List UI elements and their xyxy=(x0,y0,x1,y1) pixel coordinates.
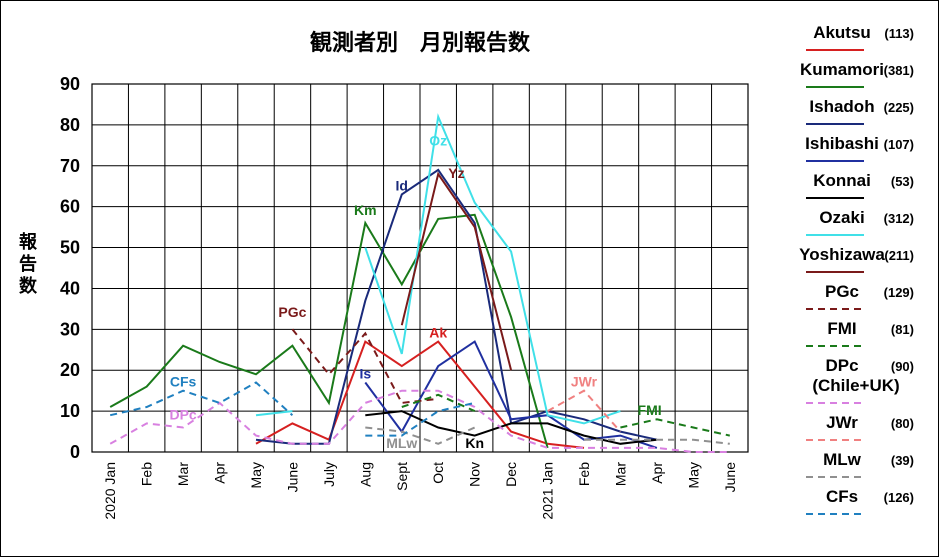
series-line-yoshizawa xyxy=(400,171,513,371)
legend-entry-name: Kumamori xyxy=(800,60,884,79)
legend-entry-name: FMI xyxy=(827,319,856,338)
series-annotation: PGc xyxy=(278,304,306,320)
series-line-cfs xyxy=(365,401,475,437)
series-line-mlw xyxy=(365,426,476,445)
series-lines xyxy=(109,113,731,453)
legend-entry-name: DPc xyxy=(825,356,858,375)
legend-entry-name: Ozaki xyxy=(819,208,864,227)
x-tick-label: Nov xyxy=(467,462,483,487)
series-annotation: Kn xyxy=(465,435,484,451)
series-annotation: Id xyxy=(396,177,408,193)
series-line-konnai xyxy=(365,410,658,445)
series-annotation: Ak xyxy=(429,325,447,341)
series-line-cfs xyxy=(109,381,294,417)
y-axis-label-char: 報 xyxy=(19,231,38,253)
x-tick-label: Apr xyxy=(649,462,665,484)
legend-entry-name: JWr xyxy=(826,413,858,432)
y-tick-label: 90 xyxy=(60,74,80,94)
legend-entry-count: (225) xyxy=(884,100,914,115)
x-tick-label: Feb xyxy=(139,462,155,486)
series-line-ozaki xyxy=(364,113,621,425)
legend-entry-count: (211) xyxy=(884,248,914,263)
series-annotation: DPc xyxy=(169,406,196,422)
series-line-fmi xyxy=(401,393,476,413)
legend-entry-name: Ishibashi xyxy=(805,134,879,153)
y-tick-label: 70 xyxy=(60,156,80,176)
legend: Akutsu (113) Kumamori (381) Ishadoh (225) Ishi… xyxy=(799,23,914,515)
plot-grid xyxy=(91,83,749,453)
legend-entry-count: (53) xyxy=(891,174,914,189)
y-tick-label: 60 xyxy=(60,197,80,217)
legend-entry-count: (129) xyxy=(884,285,914,300)
y-tick-label: 10 xyxy=(60,401,80,421)
x-tick-label: Aug xyxy=(357,462,373,487)
legend-entry-count: (126) xyxy=(884,490,914,505)
series-line-ozaki xyxy=(255,410,293,417)
series-annotation: Oz xyxy=(429,132,447,148)
x-tick-label: June xyxy=(722,462,738,493)
series-line-ishibashi xyxy=(364,340,658,449)
series-annotation: FMI xyxy=(638,402,662,418)
x-tick-label: Dec xyxy=(503,462,519,487)
legend-entry-name: Ishadoh xyxy=(809,97,874,116)
x-tick-label: Sept xyxy=(394,462,410,491)
chart-title: 観測者別 月別報告数 xyxy=(310,30,531,56)
x-axis-ticks: 2020 Jan Feb Mar Apr May June July Aug Sept Oct No… xyxy=(102,462,738,520)
series-line-akutsu xyxy=(255,340,585,449)
y-tick-label: 40 xyxy=(60,278,80,298)
legend-entry-name: Yoshizawa xyxy=(799,245,885,264)
legend-entry-name: CFs xyxy=(826,487,858,506)
series-annotation: JWr xyxy=(571,374,598,390)
x-tick-label: July xyxy=(321,462,337,487)
y-axis-label-char: 数 xyxy=(19,275,38,297)
legend-entry-count: (39) xyxy=(891,453,914,468)
x-tick-label: Apr xyxy=(212,462,228,484)
series-annotation: CFs xyxy=(170,374,197,390)
legend-entry-name: MLw xyxy=(823,450,862,469)
y-tick-label: 50 xyxy=(60,238,80,258)
series-annotation: Km xyxy=(354,202,377,218)
y-axis-label-char: 告 xyxy=(19,253,37,275)
y-axis-label: 報告数 xyxy=(19,231,38,297)
legend-entry-count: (107) xyxy=(884,137,914,152)
x-tick-label: Mar xyxy=(175,462,191,486)
y-axis-ticks: 0 10 20 30 40 50 60 70 80 90 xyxy=(60,74,80,462)
y-tick-label: 20 xyxy=(60,360,80,380)
series-line-fmi xyxy=(620,418,731,437)
series-line-mlw xyxy=(584,438,730,445)
series-line-jwr xyxy=(547,389,622,433)
x-tick-label: May xyxy=(685,462,701,488)
legend-entry-name: Akutsu xyxy=(813,23,871,42)
x-tick-label: 2020 Jan xyxy=(102,462,118,520)
legend-entry-name: PGc xyxy=(825,282,859,301)
series-annotation: Yz xyxy=(448,165,464,181)
legend-entry-count: (381) xyxy=(884,63,914,78)
x-tick-label: 2021 Jan xyxy=(540,462,556,520)
legend-entry-name: Konnai xyxy=(813,171,871,190)
x-tick-label: Mar xyxy=(612,462,628,486)
y-tick-label: 80 xyxy=(60,115,80,135)
legend-entry-count: (113) xyxy=(884,26,914,41)
x-tick-label: June xyxy=(284,462,300,493)
legend-entry-count: (90) xyxy=(891,359,914,374)
series-line-pgc xyxy=(291,328,439,404)
series-annotations: CFs DPc PGc Km Is Id Oz Yz Ak MLw Kn JWr FMI xyxy=(169,132,661,451)
series-annotation: MLw xyxy=(386,435,417,451)
y-tick-label: 30 xyxy=(60,319,80,339)
x-tick-label: Feb xyxy=(576,462,592,486)
legend-entry-subname: (Chile+UK) xyxy=(812,376,899,395)
x-tick-label: Oct xyxy=(430,462,446,484)
series-line-kumamori xyxy=(109,213,549,449)
legend-entry-count: (80) xyxy=(891,416,914,431)
x-tick-label: May xyxy=(248,462,264,488)
legend-entry-count: (312) xyxy=(884,211,914,226)
series-annotation: Is xyxy=(359,365,371,381)
series-line-dpc xyxy=(109,389,730,453)
y-tick-label: 0 xyxy=(70,442,80,462)
legend-entry-count: (81) xyxy=(891,322,914,337)
